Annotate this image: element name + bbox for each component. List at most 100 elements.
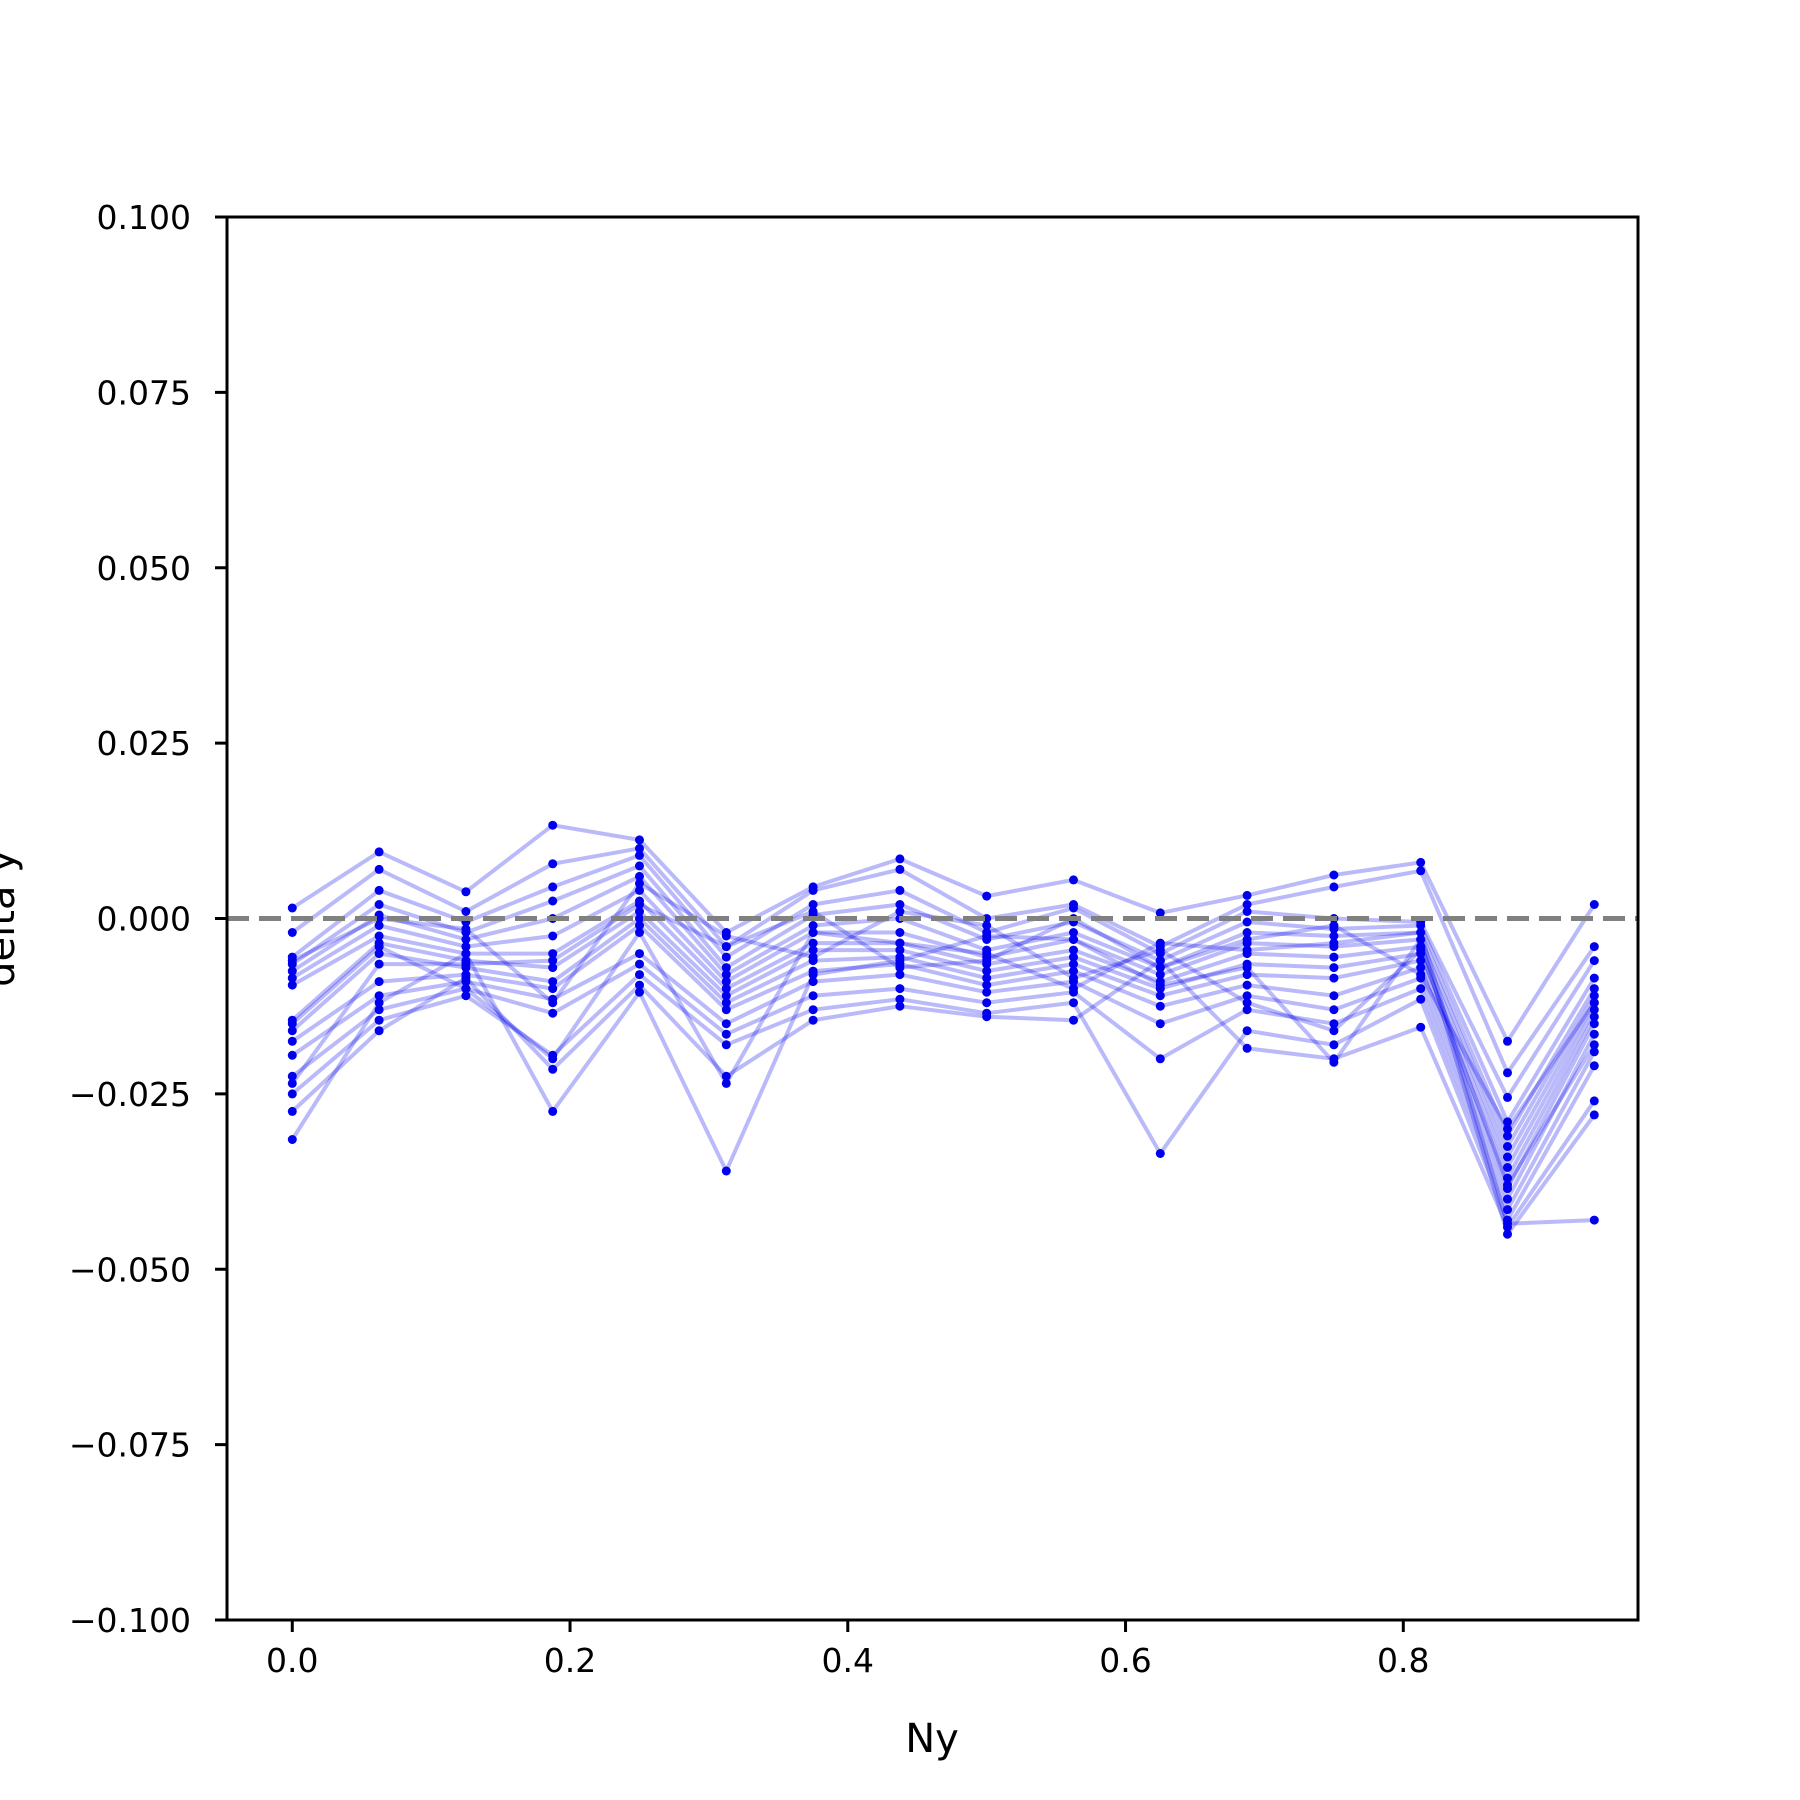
- data-point: [635, 835, 644, 845]
- data-point: [1155, 956, 1165, 966]
- data-point: [808, 938, 818, 948]
- data-point: [1589, 1061, 1599, 1071]
- data-point: [548, 956, 558, 966]
- data-point: [721, 977, 731, 987]
- data-point: [1589, 1047, 1599, 1057]
- y-tick-label: 0.025: [97, 724, 191, 763]
- y-tick-label: 0.050: [97, 549, 191, 588]
- data-point: [808, 921, 818, 930]
- data-point: [721, 970, 731, 980]
- series-line: [291, 874, 1597, 1138]
- y-tick-label: −0.100: [69, 1601, 191, 1640]
- series-line: [291, 951, 1597, 1202]
- data-point: [1589, 1215, 1599, 1225]
- data-point: [1069, 875, 1078, 885]
- data-point: [1589, 956, 1599, 966]
- series-line: [290, 930, 1595, 1226]
- data-point: [635, 928, 644, 937]
- y-tick-label: −0.075: [69, 1426, 191, 1465]
- data-point: [1242, 1026, 1252, 1036]
- data-point: [1589, 973, 1599, 983]
- data-point: [1329, 921, 1339, 930]
- data-point: [374, 1005, 384, 1015]
- data-point: [1069, 966, 1078, 976]
- data-point: [635, 970, 644, 980]
- data-point: [1155, 1001, 1165, 1011]
- data-point: [808, 977, 818, 987]
- data-point: [1329, 1019, 1339, 1029]
- series-line: [291, 823, 1596, 1044]
- data-point: [374, 942, 384, 952]
- data-point: [1329, 952, 1339, 962]
- data-point: [1589, 1096, 1599, 1106]
- data-point: [374, 998, 384, 1008]
- data-point: [895, 928, 905, 937]
- data-point: [1155, 908, 1165, 918]
- data-point: [548, 882, 558, 892]
- data-point: [1503, 1194, 1512, 1204]
- data-point: [461, 991, 471, 1001]
- data-point: [374, 864, 384, 874]
- data-point: [1242, 890, 1252, 900]
- x-tick-label: 0.4: [822, 1641, 874, 1680]
- series-line: [290, 934, 1596, 1237]
- data-point: [287, 973, 297, 983]
- data-point: [287, 928, 297, 937]
- data-point: [461, 907, 471, 916]
- data-point: [1329, 973, 1339, 983]
- data-point: [374, 1015, 384, 1025]
- data-point: [287, 1078, 297, 1088]
- data-point: [1416, 963, 1426, 973]
- data-point: [1416, 994, 1426, 1004]
- data-point: [374, 847, 384, 857]
- data-point: [1329, 870, 1339, 880]
- data-point: [1416, 1022, 1426, 1032]
- series-line: [291, 846, 1596, 1075]
- data-point: [374, 900, 384, 909]
- data-point: [982, 931, 992, 941]
- data-point: [1242, 991, 1252, 1001]
- data-point: [721, 931, 731, 941]
- data-point: [982, 966, 992, 976]
- y-tick-label: 0.100: [97, 198, 191, 237]
- data-point: [548, 1064, 558, 1074]
- data-point: [635, 921, 644, 930]
- data-point: [895, 907, 905, 916]
- data-point: [635, 861, 644, 871]
- data-point: [721, 963, 731, 973]
- data-point: [374, 921, 384, 930]
- data-point: [808, 907, 818, 916]
- data-point: [1329, 938, 1339, 948]
- x-axis-label: Ny: [905, 1716, 959, 1762]
- data-point: [1155, 1149, 1165, 1158]
- data-point: [1503, 1117, 1512, 1127]
- data-point: [548, 977, 558, 987]
- data-point: [1155, 963, 1165, 973]
- data-point: [1155, 980, 1165, 990]
- data-point: [548, 859, 558, 869]
- data-point: [1589, 900, 1599, 909]
- data-point: [721, 1071, 731, 1081]
- data-point: [287, 980, 297, 990]
- series-line: [291, 923, 1597, 1191]
- data-point: [1416, 945, 1426, 955]
- series-line: [291, 972, 1597, 1223]
- data-point: [1069, 959, 1078, 969]
- data-point: [1329, 991, 1339, 1001]
- data-point: [895, 956, 905, 966]
- data-point: [1416, 866, 1426, 876]
- data-point: [1503, 1152, 1512, 1162]
- y-tick-label: −0.050: [69, 1250, 191, 1289]
- data-point: [1242, 945, 1252, 955]
- x-tick-label: 0.8: [1377, 1641, 1429, 1680]
- data-point: [287, 966, 297, 976]
- data-point: [1416, 928, 1426, 937]
- data-point: [721, 1005, 731, 1015]
- data-point: [895, 970, 905, 980]
- data-point: [982, 973, 992, 983]
- data-point: [895, 885, 905, 895]
- data-point: [287, 1135, 297, 1144]
- series-line: [290, 916, 1597, 1181]
- data-point: [1503, 1229, 1512, 1239]
